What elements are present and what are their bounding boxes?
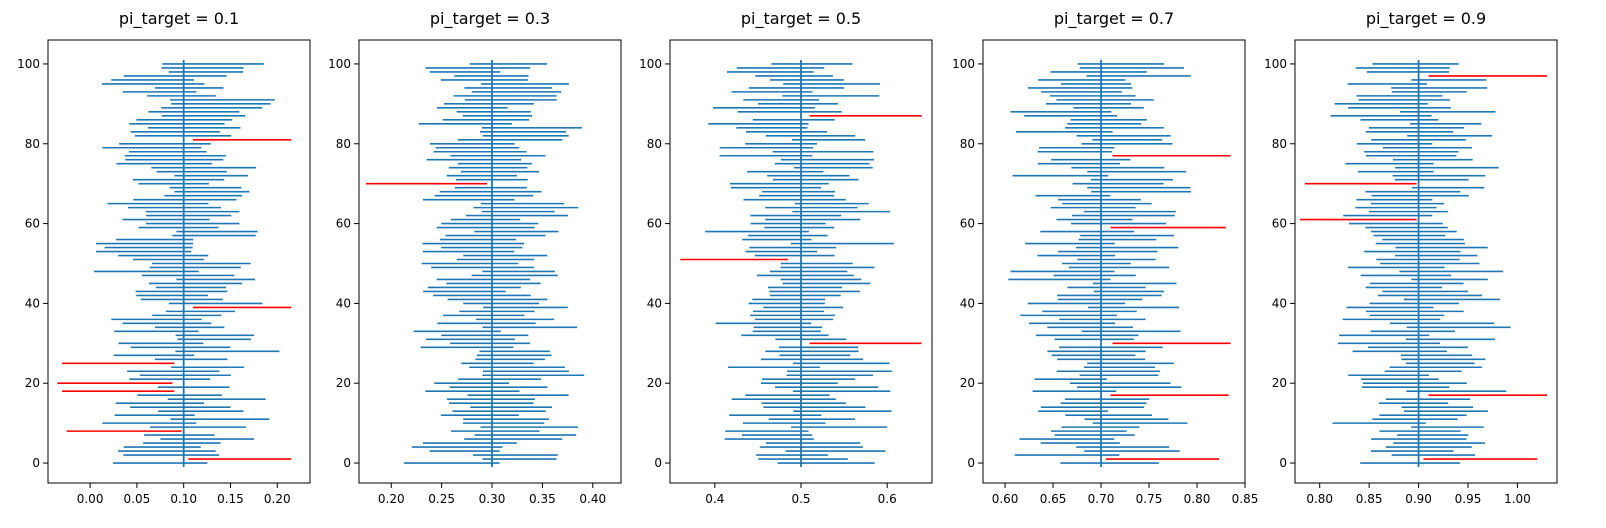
x-tick-label: 0.70 <box>1088 492 1115 506</box>
subplot-pi-0.3: pi_target = 0.3 0.20 0.25 0.30 0.35 0.40 0 20… <box>328 9 622 506</box>
x-axis: 0.4 0.5 0.6 <box>705 483 897 506</box>
y-tick-label: 100 <box>1264 57 1287 71</box>
y-tick-label: 60 <box>960 217 975 231</box>
x-axis: 0.20 0.25 0.30 0.35 0.40 <box>378 483 606 506</box>
x-tick-label: 0.40 <box>579 492 606 506</box>
x-tick-label: 0.75 <box>1136 492 1163 506</box>
axes-frame <box>358 39 622 484</box>
subplot-pi-0.7: pi_target = 0.7 0.60 0.65 0.70 0.75 0.80 0.85… <box>952 9 1258 506</box>
y-tick-label: 80 <box>960 137 975 151</box>
y-tick-label: 60 <box>336 217 351 231</box>
y-tick-label: 60 <box>647 217 662 231</box>
y-tick-label: 0 <box>1279 456 1287 470</box>
y-tick-label: 0 <box>32 456 40 470</box>
subplot-title: pi_target = 0.3 <box>430 9 550 29</box>
y-tick-label: 40 <box>1272 296 1287 310</box>
x-tick-label: 0.80 <box>1184 492 1211 506</box>
subplot-pi-0.1: pi_target = 0.1 0.00 0.05 0.10 0.15 0.20 0 20… <box>17 9 311 506</box>
y-tick-label: 0 <box>967 456 975 470</box>
x-tick-label: 0.80 <box>1306 492 1333 506</box>
interval-marks <box>1299 59 1548 468</box>
x-axis: 0.80 0.85 0.90 0.95 1.00 <box>1306 483 1531 506</box>
x-tick-label: 0.35 <box>529 492 556 506</box>
x-tick-label: 0.95 <box>1455 492 1482 506</box>
x-tick-label: 0.20 <box>264 492 291 506</box>
x-tick-label: 0.85 <box>1232 492 1259 506</box>
y-tick-label: 40 <box>336 296 351 310</box>
x-tick-label: 0.20 <box>378 492 405 506</box>
x-tick-label: 0.30 <box>479 492 506 506</box>
x-tick-label: 1.00 <box>1504 492 1531 506</box>
x-axis: 0.00 0.05 0.10 0.15 0.20 <box>77 483 291 506</box>
x-tick-label: 0.90 <box>1405 492 1432 506</box>
interval-marks <box>1008 59 1231 468</box>
x-tick-label: 0.15 <box>217 492 244 506</box>
y-axis: 0 20 40 60 80 100 <box>1264 57 1295 470</box>
y-tick-label: 0 <box>343 456 351 470</box>
interval-marks <box>366 59 585 468</box>
x-tick-label: 0.6 <box>878 492 897 506</box>
y-tick-label: 80 <box>1272 137 1287 151</box>
y-tick-label: 100 <box>328 57 351 71</box>
x-tick-label: 0.10 <box>170 492 197 506</box>
y-tick-label: 40 <box>25 296 40 310</box>
y-tick-label: 40 <box>960 296 975 310</box>
x-tick-label: 0.25 <box>428 492 455 506</box>
x-tick-label: 0.85 <box>1356 492 1383 506</box>
subplot-title: pi_target = 0.9 <box>1366 9 1486 29</box>
y-tick-label: 40 <box>647 296 662 310</box>
x-tick-label: 0.60 <box>992 492 1019 506</box>
y-tick-label: 80 <box>25 137 40 151</box>
x-tick-label: 0.65 <box>1040 492 1067 506</box>
y-tick-label: 20 <box>647 376 662 390</box>
subplot-title: pi_target = 0.5 <box>741 9 861 29</box>
y-tick-label: 0 <box>654 456 662 470</box>
y-tick-label: 20 <box>336 376 351 390</box>
interval-marks <box>680 59 922 468</box>
x-axis: 0.60 0.65 0.70 0.75 0.80 0.85 <box>992 483 1259 506</box>
y-axis: 0 20 40 60 80 100 <box>17 57 48 470</box>
y-axis: 0 20 40 60 80 100 <box>952 57 983 470</box>
x-tick-label: 0.05 <box>124 492 151 506</box>
y-tick-label: 20 <box>960 376 975 390</box>
axes-frame <box>47 39 311 484</box>
subplot-pi-0.5: pi_target = 0.5 0.4 0.5 0.6 0 20 40 60 80 100 <box>639 9 933 506</box>
y-tick-label: 100 <box>639 57 662 71</box>
y-tick-label: 20 <box>25 376 40 390</box>
y-axis: 0 20 40 60 80 100 <box>639 57 670 470</box>
axes-frame <box>669 39 933 484</box>
y-tick-label: 100 <box>17 57 40 71</box>
subplot-title: pi_target = 0.1 <box>119 9 239 29</box>
interval-marks <box>57 59 292 468</box>
y-tick-label: 60 <box>25 217 40 231</box>
y-tick-label: 100 <box>952 57 975 71</box>
y-axis: 0 20 40 60 80 100 <box>328 57 359 470</box>
subplot-title: pi_target = 0.7 <box>1054 9 1174 29</box>
x-tick-label: 0.00 <box>77 492 104 506</box>
y-tick-label: 80 <box>647 137 662 151</box>
x-tick-label: 0.4 <box>705 492 724 506</box>
subplot-pi-0.9: pi_target = 0.9 0.80 0.85 0.90 0.95 1.00 0 20… <box>1264 9 1558 506</box>
axes-frame <box>982 39 1246 484</box>
axes-frame <box>1294 39 1558 484</box>
x-tick-label: 0.5 <box>791 492 810 506</box>
y-tick-label: 60 <box>1272 217 1287 231</box>
y-tick-label: 20 <box>1272 376 1287 390</box>
y-tick-label: 80 <box>336 137 351 151</box>
